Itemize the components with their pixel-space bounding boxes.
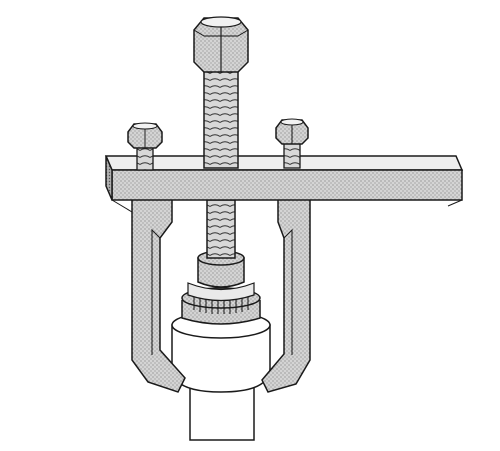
right-jaw xyxy=(261,197,311,393)
right-bolt xyxy=(275,118,309,169)
forcing-screw xyxy=(193,16,249,169)
left-bolt xyxy=(127,122,163,171)
bearing xyxy=(171,282,271,393)
forcing-screw-lower xyxy=(206,199,236,259)
puller-bar xyxy=(104,155,464,213)
left-jaw xyxy=(131,197,186,393)
